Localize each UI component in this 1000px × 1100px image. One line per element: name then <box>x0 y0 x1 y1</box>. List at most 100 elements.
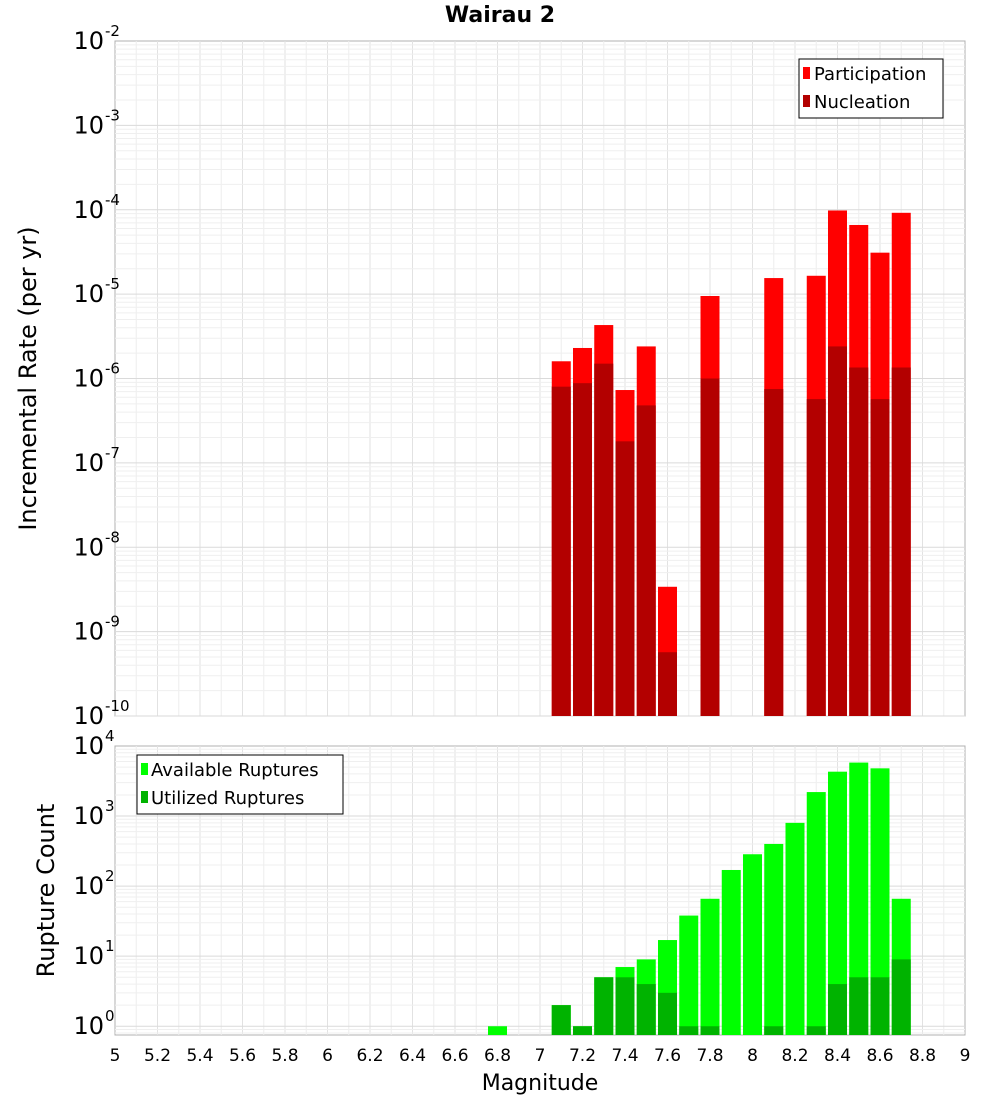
x-tick-label: 8.2 <box>781 1046 808 1066</box>
y-tick-label: 10 <box>73 449 104 477</box>
legend-label-available: Available Ruptures <box>151 760 319 781</box>
utilized-bar <box>849 977 869 1035</box>
utilized-bar <box>551 1005 571 1035</box>
utilized-bar <box>764 1026 784 1035</box>
x-tick-label: 5 <box>110 1046 121 1066</box>
x-tick-label: 7.4 <box>611 1046 638 1066</box>
nucleation-bar <box>870 399 890 716</box>
count-y-axis-label: Rupture Count <box>32 804 60 978</box>
count-legend: Available Ruptures Utilized Ruptures <box>136 754 344 815</box>
available-bar <box>806 792 826 1035</box>
y-tick-label: 10 <box>73 365 104 393</box>
x-tick-label: 7.8 <box>696 1046 723 1066</box>
x-tick-label: 7.6 <box>654 1046 681 1066</box>
utilized-bar <box>700 1026 720 1035</box>
x-axis-label: Magnitude <box>482 1071 599 1096</box>
x-tick-label: 9 <box>960 1046 971 1066</box>
available-bar <box>849 762 869 1035</box>
x-tick-label: 6.2 <box>356 1046 383 1066</box>
utilized-bar <box>573 1026 592 1035</box>
available-bar <box>679 915 699 1035</box>
y-tick-exponent: -9 <box>105 613 120 631</box>
available-bar <box>870 768 890 1035</box>
y-tick-exponent: 2 <box>105 867 115 885</box>
available-bar <box>721 869 741 1035</box>
legend-label-participation: Participation <box>814 64 926 85</box>
legend-swatch-available <box>141 763 148 775</box>
y-tick-label: 10 <box>73 618 104 646</box>
legend-swatch-utilized <box>141 791 148 803</box>
available-bar <box>700 898 720 1035</box>
x-tick-label: 8.4 <box>824 1046 851 1066</box>
rate-legend-box <box>798 58 944 119</box>
nucleation-bar <box>573 383 592 716</box>
nucleation-bar <box>615 441 635 716</box>
y-tick-label: 10 <box>73 280 104 308</box>
x-axis-ticks: 5 5.2 5.4 5.6 5.8 6 6.2 6.4 6.6 6.8 7 7.2 7.4 7.6 7.8 8… <box>110 1046 971 1066</box>
available-bar <box>488 1026 507 1035</box>
nucleation-bar <box>891 367 911 716</box>
nucleation-bar <box>636 405 656 716</box>
nucleation-bar <box>849 367 869 716</box>
y-tick-label: 10 <box>73 27 104 55</box>
nucleation-bar <box>594 363 614 716</box>
nucleation-bar <box>700 378 720 716</box>
x-tick-label: 5.8 <box>271 1046 298 1066</box>
x-tick-label: 8 <box>747 1046 758 1066</box>
y-tick-label: 10 <box>73 872 104 900</box>
x-tick-label: 7 <box>535 1046 546 1066</box>
y-tick-exponent: 1 <box>105 937 115 955</box>
utilized-bar <box>870 977 890 1035</box>
x-tick-label: 6 <box>322 1046 333 1066</box>
available-bar <box>828 771 847 1035</box>
x-tick-label: 8.6 <box>866 1046 893 1066</box>
count-legend-box <box>136 754 344 815</box>
utilized-bar <box>806 1026 826 1035</box>
x-tick-label: 5.2 <box>144 1046 171 1066</box>
utilized-bar <box>594 977 614 1035</box>
chart-title: Wairau 2 <box>445 3 555 28</box>
y-tick-exponent: -5 <box>105 275 120 293</box>
utilized-bar <box>679 1026 699 1035</box>
rate-y-axis-label: Incremental Rate (per yr) <box>14 226 42 530</box>
utilized-bar <box>658 992 677 1035</box>
y-tick-label: 10 <box>73 533 104 561</box>
x-tick-label: 6.4 <box>399 1046 426 1066</box>
y-tick-exponent: -4 <box>105 191 120 209</box>
x-tick-label: 6.6 <box>441 1046 468 1066</box>
y-tick-exponent: -8 <box>105 528 120 546</box>
y-tick-label: 10 <box>73 196 104 224</box>
utilized-bar <box>828 984 847 1035</box>
y-tick-exponent: 4 <box>105 727 115 745</box>
utilized-bar <box>636 984 656 1035</box>
y-tick-label: 10 <box>73 1012 104 1040</box>
y-tick-label: 10 <box>73 111 104 139</box>
available-bar <box>785 822 805 1035</box>
legend-swatch-participation <box>803 67 810 79</box>
legend-swatch-nucleation <box>803 95 810 107</box>
legend-label-utilized: Utilized Ruptures <box>151 788 304 809</box>
nucleation-bar <box>828 346 847 716</box>
utilized-bar <box>615 977 635 1035</box>
y-tick-exponent: 0 <box>105 1007 115 1025</box>
count-bars <box>488 762 911 1035</box>
y-tick-exponent: -2 <box>105 22 120 40</box>
nucleation-bar <box>806 399 826 716</box>
utilized-bar <box>891 959 911 1035</box>
y-tick-exponent: -10 <box>105 697 130 715</box>
available-bar <box>764 843 784 1035</box>
y-tick-label: 10 <box>73 942 104 970</box>
y-tick-exponent: -6 <box>105 360 120 378</box>
x-tick-label: 6.8 <box>484 1046 511 1066</box>
nucleation-bar <box>764 389 784 716</box>
x-tick-label: 7.2 <box>569 1046 596 1066</box>
y-tick-label: 10 <box>73 702 104 730</box>
rate-legend: Participation Nucleation <box>798 58 944 119</box>
y-tick-exponent: -3 <box>105 106 120 124</box>
x-tick-label: 5.4 <box>186 1046 213 1066</box>
